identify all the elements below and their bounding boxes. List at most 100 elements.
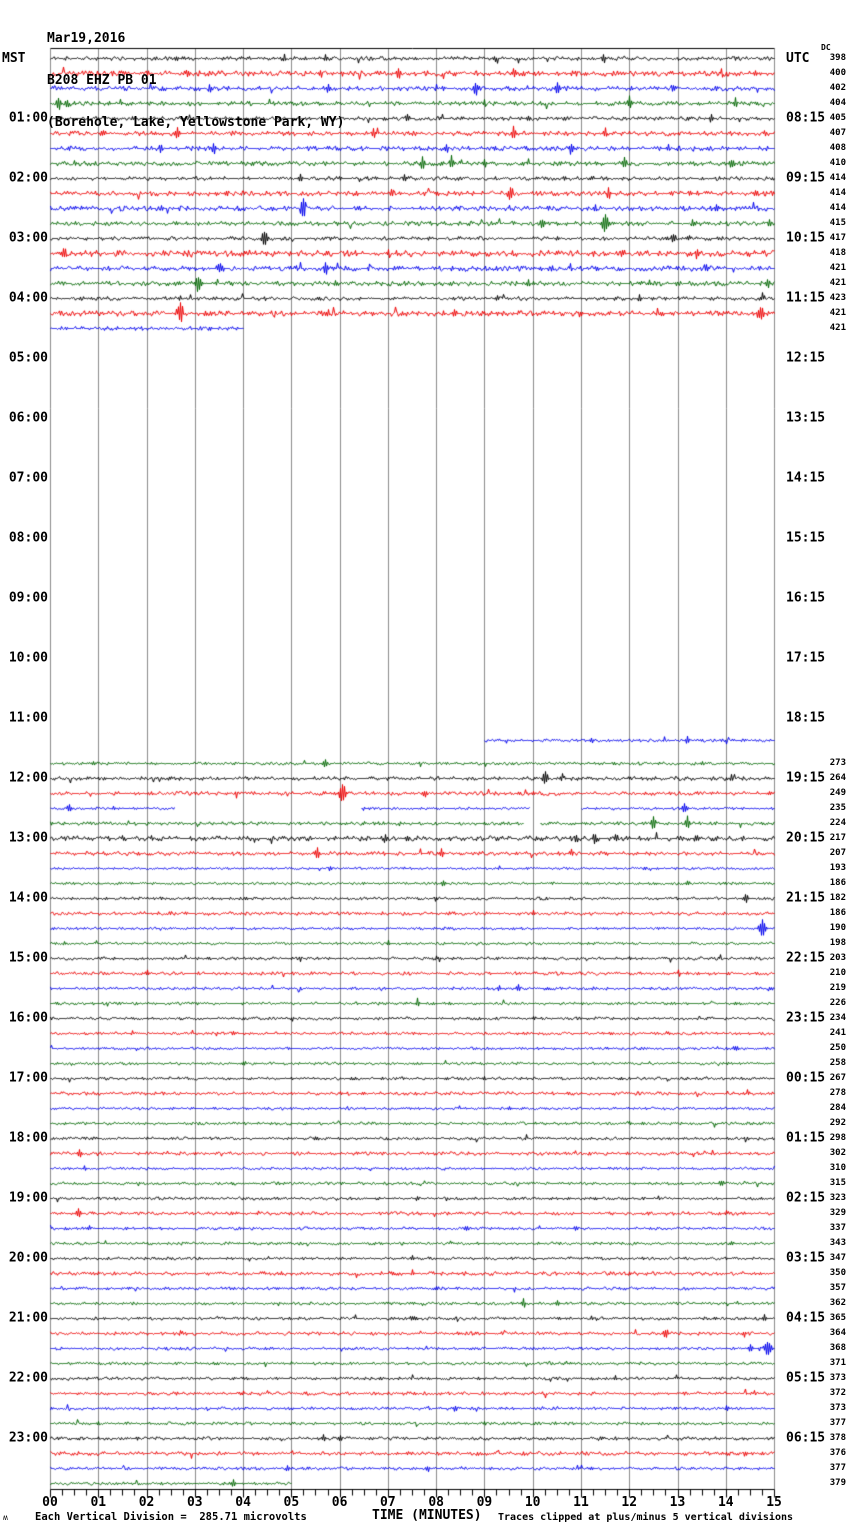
dc-offset-value: 414 xyxy=(829,188,846,198)
mst-time-label: 08:00 xyxy=(8,530,48,546)
footer-right-note: Traces clipped at plus/minus 5 vertical … xyxy=(498,1512,794,1523)
dc-offset-value: 182 xyxy=(829,893,846,903)
utc-time-label: 12:15 xyxy=(786,350,826,366)
dc-offset-value: 414 xyxy=(829,173,846,183)
title-location: (Borehole, Lake, Yellowstone Park, WY) xyxy=(47,115,345,130)
x-axis-tick-label: 06 xyxy=(331,1495,348,1510)
mst-time-label: 13:00 xyxy=(8,830,48,846)
mst-time-label: 11:00 xyxy=(8,710,48,726)
dc-offset-value: 376 xyxy=(829,1448,846,1458)
mst-time-label: 22:00 xyxy=(8,1370,48,1386)
dc-offset-value: 373 xyxy=(829,1403,846,1413)
title-date: Mar19,2016 xyxy=(47,31,126,46)
dc-offset-value: 371 xyxy=(829,1358,846,1368)
utc-time-label: 13:15 xyxy=(786,410,826,426)
mst-axis-header: MST xyxy=(2,51,26,66)
mst-time-label: 04:00 xyxy=(8,290,48,306)
mst-time-label: 18:00 xyxy=(8,1130,48,1146)
utc-time-label: 10:15 xyxy=(786,230,826,246)
dc-offset-value: 264 xyxy=(829,773,846,783)
dc-offset-value: 377 xyxy=(829,1463,846,1473)
utc-time-label: 02:15 xyxy=(786,1190,826,1206)
dc-offset-value: 219 xyxy=(829,983,846,993)
mst-time-label: 01:00 xyxy=(8,110,48,126)
dc-offset-value: 302 xyxy=(829,1148,846,1158)
dc-offset-value: 379 xyxy=(829,1478,846,1488)
x-axis-tick-label: 01 xyxy=(90,1495,107,1510)
x-axis-tick-label: 11 xyxy=(573,1495,589,1510)
utc-time-label: 19:15 xyxy=(786,770,826,786)
x-axis-tick-label: 09 xyxy=(476,1495,493,1510)
dc-offset-value: 423 xyxy=(829,293,846,303)
x-axis-tick-label: 13 xyxy=(669,1495,686,1510)
x-axis-tick-label: 10 xyxy=(524,1495,541,1510)
dc-offset-value: 217 xyxy=(829,833,846,843)
mst-time-label: 23:00 xyxy=(8,1430,48,1446)
x-axis-title: TIME (MINUTES) xyxy=(372,1508,482,1523)
dc-offset-value: 415 xyxy=(829,218,846,228)
dc-offset-value: 292 xyxy=(829,1118,846,1128)
mst-time-label: 07:00 xyxy=(8,470,48,486)
mst-time-label: 10:00 xyxy=(8,650,48,666)
dc-offset-value: 186 xyxy=(829,908,846,918)
dc-offset-value: 407 xyxy=(829,128,846,138)
x-axis-tick-label: 12 xyxy=(621,1495,638,1510)
dc-offset-value: 315 xyxy=(829,1178,846,1188)
utc-time-label: 09:15 xyxy=(786,170,826,186)
dc-offset-value: 249 xyxy=(829,788,846,798)
dc-offset-value: 193 xyxy=(829,863,846,873)
dc-offset-value: 417 xyxy=(829,233,846,243)
dc-offset-value: 421 xyxy=(829,308,846,318)
mst-time-label: 09:00 xyxy=(8,590,48,606)
utc-time-label: 22:15 xyxy=(786,950,826,966)
x-axis-tick-label: 08 xyxy=(428,1495,444,1510)
dc-offset-value: 343 xyxy=(829,1238,846,1248)
title-station: B208 EHZ PB 01 xyxy=(47,73,157,88)
dc-offset-value: 278 xyxy=(829,1088,846,1098)
dc-offset-value: 372 xyxy=(829,1388,846,1398)
utc-time-label: 20:15 xyxy=(786,830,826,846)
dc-offset-value: 235 xyxy=(829,803,846,813)
dc-offset-value: 421 xyxy=(829,263,846,273)
dc-offset-value: 402 xyxy=(829,83,846,93)
dc-offset-value: 190 xyxy=(829,923,846,933)
dc-offset-value: 186 xyxy=(829,878,846,888)
footer-left-note: Each Vertical Division = 285.71 microvol… xyxy=(35,1511,307,1523)
x-axis-tick-label: 05 xyxy=(283,1495,300,1510)
utc-time-label: 15:15 xyxy=(786,530,826,546)
dc-offset-value: 250 xyxy=(829,1043,846,1053)
dc-offset-value: 241 xyxy=(829,1028,846,1038)
dc-offset-value: 418 xyxy=(829,248,846,258)
x-axis-tick-label: 04 xyxy=(235,1495,251,1510)
dc-offset-value: 410 xyxy=(829,158,846,168)
dc-offset-value: 365 xyxy=(829,1313,846,1323)
dc-offset-value: 378 xyxy=(829,1433,846,1443)
dc-offset-value: 203 xyxy=(829,953,846,963)
x-axis-tick-label: 07 xyxy=(380,1495,396,1510)
utc-time-label: 04:15 xyxy=(786,1310,826,1326)
mst-time-label: 06:00 xyxy=(8,410,48,426)
dc-offset-value: 226 xyxy=(829,998,846,1008)
dc-offset-value: 224 xyxy=(829,818,846,828)
dc-offset-value: 284 xyxy=(829,1103,846,1113)
utc-time-label: 08:15 xyxy=(786,110,826,126)
dc-offset-value: 405 xyxy=(829,113,846,123)
utc-time-label: 16:15 xyxy=(786,590,826,606)
mst-time-label: 19:00 xyxy=(8,1190,48,1206)
dc-offset-value: 408 xyxy=(829,143,846,153)
dc-offset-value: 323 xyxy=(829,1193,846,1203)
utc-time-label: 03:15 xyxy=(786,1250,826,1266)
mst-time-label: 21:00 xyxy=(8,1310,48,1326)
dc-offset-value: 373 xyxy=(829,1373,846,1383)
mst-time-label: 14:00 xyxy=(8,890,48,906)
x-axis-tick-label: 00 xyxy=(42,1495,58,1510)
dc-offset-value: 421 xyxy=(829,323,846,333)
x-axis-tick-label: 02 xyxy=(138,1495,155,1510)
dc-offset-value: 421 xyxy=(829,278,846,288)
x-axis-tick-label: 15 xyxy=(766,1495,782,1510)
dc-offset-value: 267 xyxy=(829,1073,846,1083)
mst-time-label: 05:00 xyxy=(8,350,48,366)
x-axis-tick-label: 03 xyxy=(186,1495,203,1510)
